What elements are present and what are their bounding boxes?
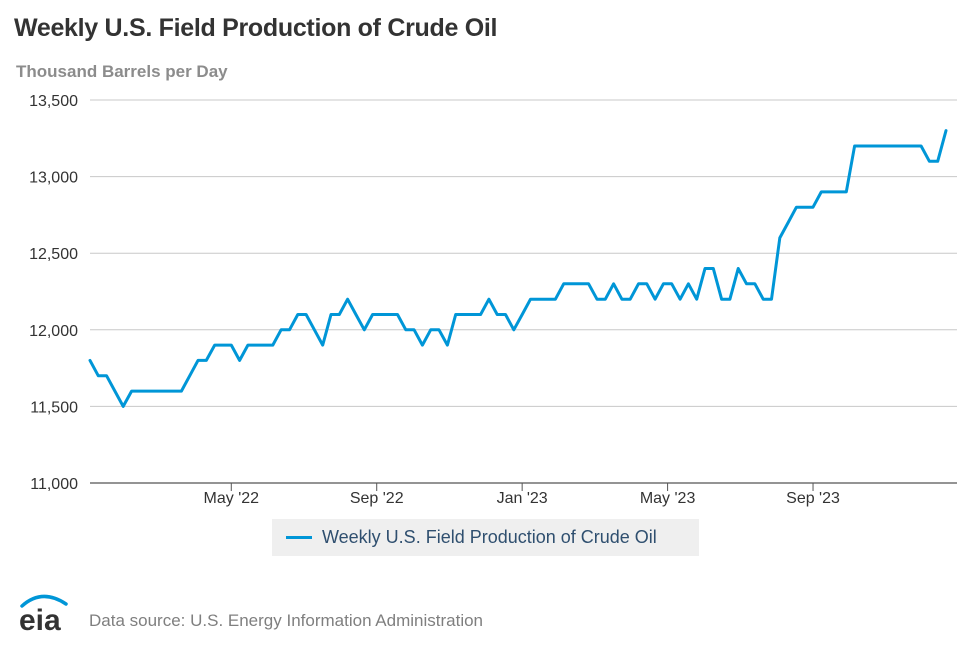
chart-legend[interactable]: Weekly U.S. Field Production of Crude Oi… bbox=[272, 519, 699, 556]
x-tick-label: May '23 bbox=[640, 490, 696, 507]
y-tick-label: 11,000 bbox=[30, 476, 78, 493]
x-tick-label: Sep '22 bbox=[350, 490, 404, 507]
chart-subtitle: Thousand Barrels per Day bbox=[16, 62, 228, 81]
y-tick-label: 13,500 bbox=[29, 93, 78, 110]
x-axis-ticks: May '22 Sep '22 Jan '23 May '23 Sep '23 bbox=[204, 483, 840, 507]
legend-label: Weekly U.S. Field Production of Crude Oi… bbox=[322, 527, 657, 547]
legend-swatch bbox=[286, 536, 312, 539]
series-line-crude-oil-production bbox=[88, 129, 948, 408]
y-tick-label: 13,000 bbox=[29, 170, 78, 187]
y-axis-ticks: 11,000 11,500 12,000 12,500 13,000 13,500 bbox=[29, 93, 78, 493]
eia-logo-icon: eia bbox=[19, 594, 68, 636]
x-tick-label: May '22 bbox=[204, 490, 260, 507]
y-tick-label: 11,500 bbox=[30, 399, 78, 416]
data-source-note: Data source: U.S. Energy Information Adm… bbox=[89, 611, 484, 630]
series-layer bbox=[88, 129, 948, 408]
chart-title: Weekly U.S. Field Production of Crude Oi… bbox=[14, 14, 498, 42]
y-tick-label: 12,500 bbox=[29, 246, 78, 263]
logo-text: eia bbox=[19, 604, 61, 636]
gridlines bbox=[90, 99, 957, 484]
x-tick-label: Jan '23 bbox=[497, 490, 548, 507]
x-tick-label: Sep '23 bbox=[786, 490, 840, 507]
y-tick-label: 12,000 bbox=[29, 323, 78, 340]
